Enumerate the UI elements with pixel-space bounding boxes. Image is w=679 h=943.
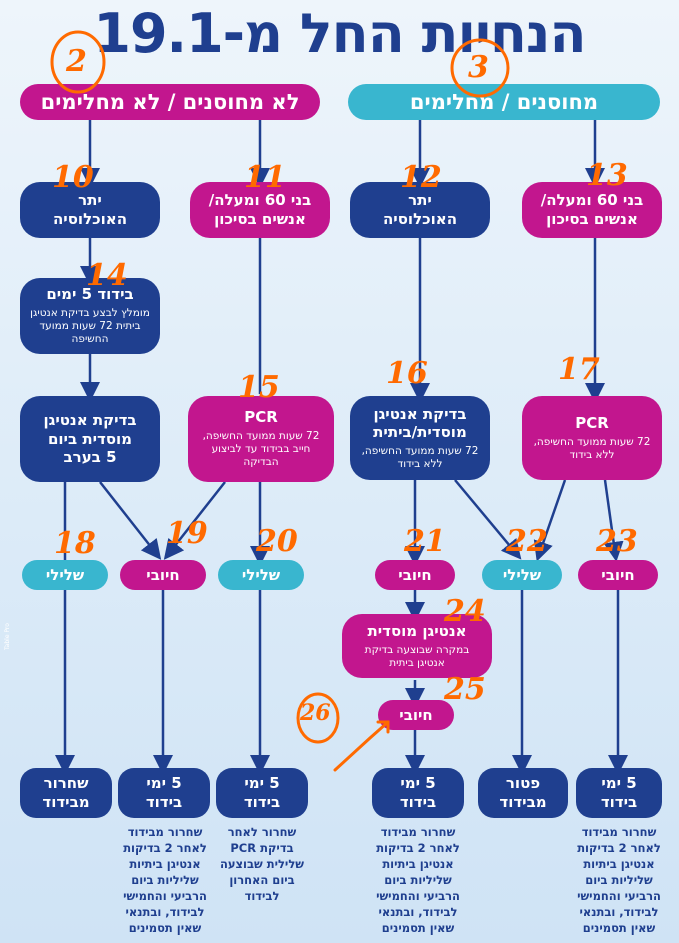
node-line: האוכלוסיה	[53, 210, 128, 228]
annotation-number: 25	[444, 672, 486, 707]
outcome-note: שחרור מבידוד לאחר 2 בדיקות אנטיגן ביתיות…	[577, 825, 661, 935]
annotation-number: 20	[256, 524, 298, 559]
node-institutional-antigen: אנטיגן מוסדית במקרה שבוצעה בדיקת אנטיגן …	[342, 614, 492, 678]
node-line: האוכלוסיה	[383, 210, 458, 228]
annotation-number: 17	[558, 352, 600, 387]
annotation-number: 16	[386, 356, 428, 391]
result-positive: חיובי	[578, 560, 658, 590]
node-risk-group-vax: בני 60 ומעלה/ אנשים בסיכון	[522, 182, 662, 238]
node-antigen-vax: בדיקת אנטיגן מוסדית/ביתית 72 שעות ממועד …	[350, 396, 490, 480]
node-risk-group-unvax: בני 60 ומעלה/ אנשים בסיכון	[190, 182, 330, 238]
result-positive: חיובי	[378, 700, 454, 730]
outcome-note: שחרור מבידוד לאחר 2 בדיקות אנטיגן ביתיות…	[123, 825, 207, 935]
result-positive: חיובי	[375, 560, 455, 590]
annotation-number: 13	[586, 158, 628, 193]
outcome-line: 5 ימי	[244, 774, 280, 793]
outcome-line: מבידוד	[42, 793, 90, 811]
result-negative: שלילי	[22, 560, 108, 590]
node-general-population-vax: יתר האוכלוסיה	[350, 182, 490, 238]
node-general-population-unvax: יתר האוכלוסיה	[20, 182, 160, 238]
node-line: 5 בערב	[63, 448, 117, 467]
side-credit: Table Pro	[4, 623, 11, 650]
outcome-5-days: 5 ימי בידוד	[372, 768, 464, 818]
annotation-number: 22	[506, 524, 548, 559]
annotation-number: 24	[444, 594, 486, 629]
node-detail: מומלץ לבצע בדיקת אנטיגן ביתית 72 שעות ממ…	[30, 307, 150, 346]
node-detail: 72 שעות ממועד החשיפה, חייב בבידוד עד לבי…	[202, 430, 320, 469]
outcome-line: בידוד	[600, 793, 638, 811]
annotation-number: 11	[244, 160, 286, 195]
outcome-5-days: 5 ימי בידוד	[118, 768, 210, 818]
annotation-number: 23	[596, 524, 638, 559]
node-title: בידוד 5 ימים	[46, 285, 134, 304]
annotation-number: 14	[86, 258, 128, 293]
node-detail: 72 שעות ממועד החשיפה, ללא בידוד	[361, 445, 479, 471]
node-line: יתר	[408, 191, 432, 210]
outcome-line: פטור	[505, 774, 541, 793]
outcome-line: מבידוד	[499, 793, 547, 811]
outcome-line: בידוד	[145, 793, 183, 811]
annotation-number: 19	[166, 516, 208, 551]
node-detail: במקרה שבוצעה בדיקת אנטיגן ביתית	[364, 643, 470, 669]
node-line: יתר	[78, 191, 102, 210]
outcome-line: בידוד	[399, 793, 437, 811]
outcome-line: 5 ימי	[146, 774, 182, 793]
annotation-number: 26	[300, 700, 331, 726]
result-negative: שלילי	[218, 560, 304, 590]
node-line: בני 60 ומעלה/	[208, 191, 312, 210]
node-isolation-5-days: בידוד 5 ימים מומלץ לבצע בדיקת אנטיגן בית…	[20, 278, 160, 354]
outcome-5-days: 5 ימי בידוד	[216, 768, 308, 818]
outcome-line: 5 ימי	[601, 774, 637, 793]
node-line: אנשים בסיכון	[546, 210, 638, 228]
outcome-note: שחרור מבידוד לאחר 2 בדיקות אנטיגן ביתיות…	[376, 825, 460, 935]
node-pcr-unvax: PCR 72 שעות ממועד החשיפה, חייב בבידוד עד…	[188, 396, 334, 482]
node-institutional-antigen-day5: בדיקת אנטיגן מוסדית ביום 5 בערב	[20, 396, 160, 482]
node-line: בדיקת אנטיגן	[43, 410, 137, 429]
node-line: בני 60 ומעלה/	[540, 191, 644, 210]
node-line: מוסדית ביום	[47, 429, 133, 448]
outcome-line: 5 ימי	[400, 774, 436, 793]
page-title: הנחיות החל מ-19.1	[93, 2, 586, 65]
node-line: אנשים בסיכון	[214, 210, 306, 228]
annotation-number: 21	[404, 524, 446, 559]
header-unvaccinated: לא מחוסנים / לא מחלימים	[20, 84, 320, 120]
node-pcr-vax: PCR 72 שעות ממועד החשיפה, ללא בידוד	[522, 396, 662, 480]
node-detail: 72 שעות ממועד החשיפה, ללא בידוד	[533, 435, 651, 461]
outcome-5-days: 5 ימי בידוד	[576, 768, 662, 818]
annotation-number: 12	[400, 160, 442, 195]
outcome-line: בידוד	[243, 793, 281, 811]
result-positive: חיובי	[120, 560, 206, 590]
outcome-note: שחרור לאחר בדיקת PCR שלילית שבוצעה ביום …	[219, 825, 304, 903]
annotation-number: 18	[54, 526, 96, 561]
outcome-line: שחרור	[43, 774, 89, 793]
node-title: בדיקת אנטיגן מוסדית/ביתית	[373, 404, 467, 442]
node-title: אנטיגן מוסדית	[367, 622, 467, 640]
node-title: PCR	[244, 408, 278, 427]
node-title: PCR	[575, 414, 609, 432]
annotation-number: 10	[52, 160, 94, 195]
outcome-exempt: פטור מבידוד	[478, 768, 568, 818]
header-vaccinated: מחוסנים / מחלימים	[348, 84, 660, 120]
annotation-number: 3	[468, 50, 489, 85]
result-negative: שלילי	[482, 560, 562, 590]
annotation-number: 2	[66, 44, 87, 79]
annotation-number: 15	[238, 370, 280, 405]
outcome-release: שחרור מבידוד	[20, 768, 112, 818]
